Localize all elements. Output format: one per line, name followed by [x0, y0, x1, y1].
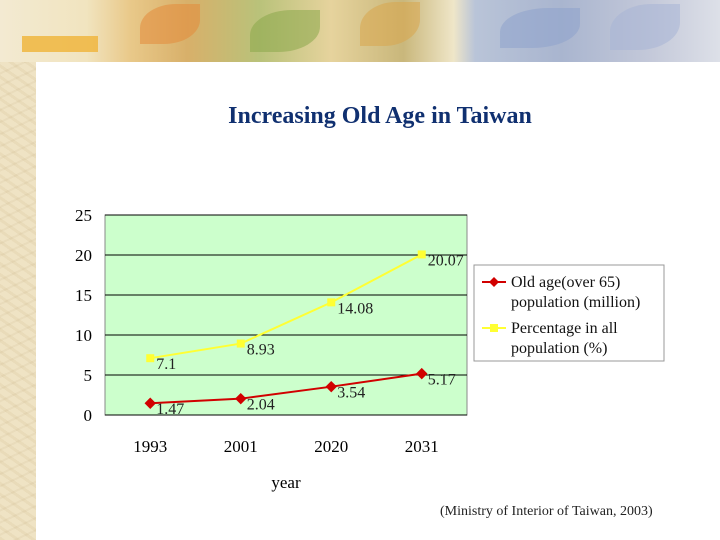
x-tick-label: 1993	[133, 437, 167, 456]
y-tick-label: 25	[75, 206, 92, 225]
y-tick-label: 15	[75, 286, 92, 305]
x-axis-label: year	[271, 473, 301, 492]
data-label: 3.54	[337, 385, 365, 402]
decorative-banner	[0, 0, 720, 62]
y-tick-label: 20	[75, 246, 92, 265]
data-point	[236, 339, 245, 348]
data-point	[146, 354, 155, 363]
source-note: (Ministry of Interior of Taiwan, 2003)	[440, 504, 653, 519]
chart-title: Increasing Old Age in Taiwan	[228, 103, 532, 129]
x-axis-ticks: 1993 2001 2020 2031	[133, 437, 439, 456]
x-tick-label: 2031	[405, 437, 439, 456]
data-label: 2.04	[247, 397, 275, 414]
legend-entry-text: population (%)	[511, 340, 607, 357]
y-tick-label: 5	[84, 366, 93, 385]
legend-marker	[490, 324, 498, 332]
legend-entry-text: Old age(over 65)	[511, 274, 620, 291]
data-point	[417, 250, 426, 259]
data-point	[235, 392, 247, 405]
x-tick-label: 2001	[224, 437, 258, 456]
data-label: 1.47	[156, 401, 184, 418]
legend-entry-text: population (million)	[511, 294, 640, 311]
y-tick-label: 10	[75, 326, 92, 345]
data-label: 14.08	[337, 300, 373, 317]
data-point	[327, 298, 336, 307]
legend-marker	[489, 277, 499, 287]
series-line	[150, 253, 423, 360]
data-point	[325, 380, 337, 393]
series-group: 1.47 2.04 3.54 5.17 7.1 8.93 14.08 20.07	[144, 250, 464, 418]
data-label: 8.93	[247, 342, 275, 359]
data-point	[144, 397, 156, 409]
data-label: 20.07	[428, 252, 464, 269]
y-axis-ticks: 0 5 10 15 20 25	[75, 206, 92, 425]
legend: Old age(over 65) population (million) Perc…	[473, 264, 665, 362]
x-tick-label: 2020	[314, 437, 348, 456]
data-label: 7.1	[156, 356, 176, 373]
data-point	[416, 367, 428, 380]
legend-entry-text: Percentage in all	[511, 320, 618, 337]
series-line	[150, 372, 422, 405]
y-tick-label: 0	[84, 406, 93, 425]
decorative-orange-bar	[22, 36, 98, 52]
plot-area	[104, 214, 468, 416]
data-label: 5.17	[428, 372, 456, 389]
